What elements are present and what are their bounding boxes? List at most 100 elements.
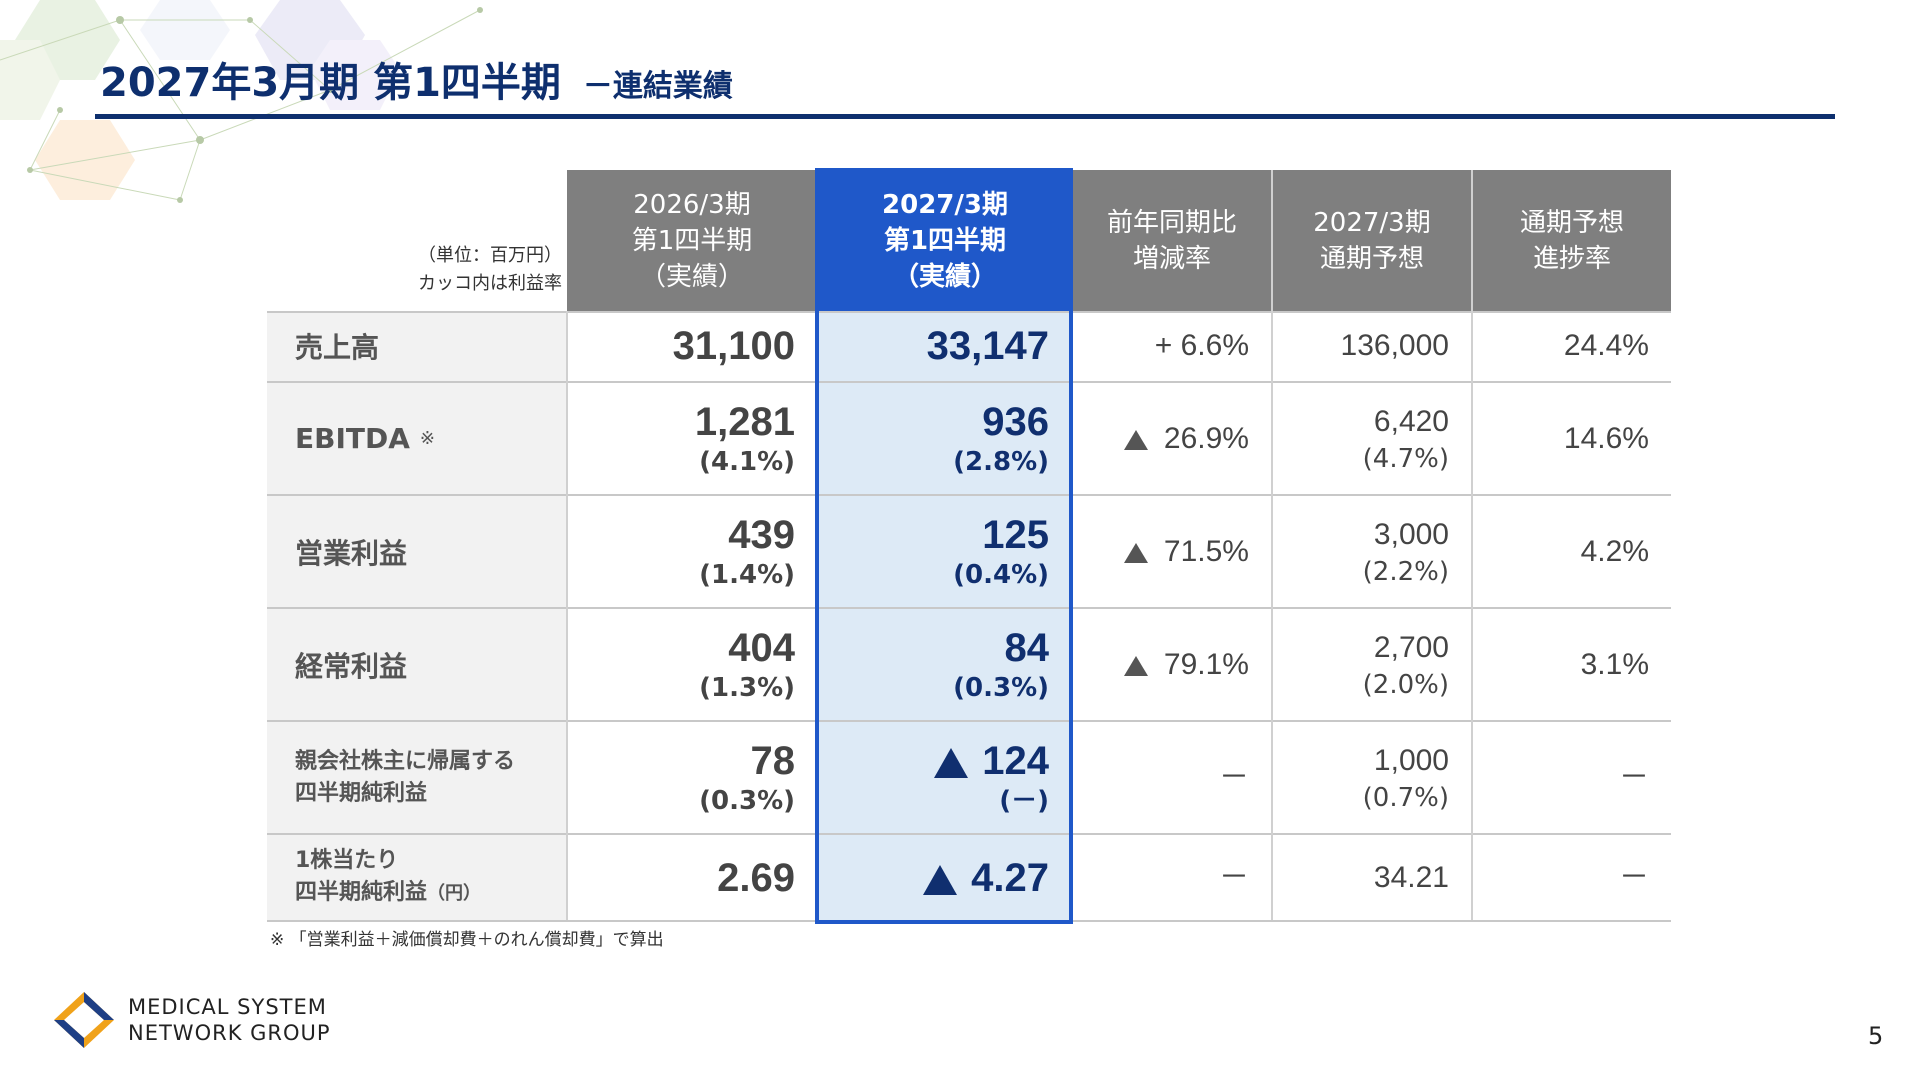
row-divider <box>267 720 1671 722</box>
row-label-text: 1株当たり <box>295 848 399 873</box>
page-title: 2027年3月期 第1四半期 －連結業績 <box>100 50 733 108</box>
cell-change-ebitda: 26.9% <box>1073 383 1271 494</box>
cell-progress-ebitda: 14.6% <box>1473 383 1671 494</box>
unit-note-line: （単位：百万円） <box>418 245 562 266</box>
cell-change-net-sales: + 6.6% <box>1073 311 1271 381</box>
cell-forecast-eps: 34.21 <box>1273 835 1471 920</box>
column-divider <box>1271 170 1273 920</box>
value-text: 31,100 <box>672 324 795 368</box>
value-text: 78 <box>750 738 796 783</box>
page-title-main: 2027年3月期 第1四半期 <box>100 60 561 106</box>
cell-prev-eps: 2.69 <box>567 835 817 920</box>
row-label-net-sales: 売上高 <box>267 311 567 381</box>
margin-text: (0.7%) <box>1362 782 1449 813</box>
cell-forecast-ebitda: 6,420 (4.7%) <box>1273 383 1471 494</box>
value-text: － <box>1619 860 1649 894</box>
value-text: 4.2% <box>1580 534 1649 568</box>
header-line: 進捗率 <box>1532 243 1611 274</box>
value-text: 4.27 <box>971 855 1049 900</box>
cell-forecast-operating-profit: 3,000 (2.2%) <box>1273 496 1471 607</box>
cell-change-eps: － <box>1073 835 1271 920</box>
header-prev-q1: 2026/3期 第1四半期 （実績） <box>567 170 817 311</box>
row-divider <box>267 311 1671 313</box>
cell-forecast-net-sales: 136,000 <box>1273 311 1471 381</box>
cell-forecast-ordinary-profit: 2,700 (2.0%) <box>1273 609 1471 720</box>
value-text: 6,420 <box>1373 404 1449 438</box>
cell-progress-eps: － <box>1473 835 1671 920</box>
header-forecast-progress: 通期予想 進捗率 <box>1473 170 1671 311</box>
header-line: （実績） <box>639 261 744 292</box>
cell-current-net-profit-parent: 124 (－) <box>819 722 1071 833</box>
decorative-network-graphic <box>0 0 483 203</box>
results-table: （単位：百万円） カッコ内は利益率 2026/3期 第1四半期 （実績） 202… <box>267 168 1671 924</box>
cell-current-eps: 4.27 <box>819 835 1071 920</box>
page-number: 5 <box>1868 1022 1884 1050</box>
margin-text: (2.0%) <box>1362 669 1449 700</box>
margin-text: (4.7%) <box>1362 443 1449 474</box>
logo-line: MEDICAL SYSTEM <box>128 995 327 1019</box>
column-divider <box>1471 170 1473 920</box>
cell-forecast-net-profit-parent: 1,000 (0.7%) <box>1273 722 1471 833</box>
margin-text: (0.3%) <box>953 672 1049 703</box>
value-text: 1,000 <box>1373 743 1449 777</box>
cell-current-net-sales: 33,147 <box>819 311 1071 381</box>
row-divider <box>267 920 1671 922</box>
page-header: 2027年3月期 第1四半期 －連結業績 <box>100 50 1840 120</box>
margin-text: (1.4%) <box>699 559 795 590</box>
row-label-text: 経常利益 <box>295 649 408 683</box>
cell-prev-net-profit-parent: 78 (0.3%) <box>567 722 817 833</box>
header-line: 第1四半期 <box>883 225 1007 256</box>
decrease-triangle-icon <box>1123 542 1148 563</box>
header-line: 2027/3期 <box>882 189 1008 220</box>
margin-text: (0.3%) <box>699 785 795 816</box>
cell-change-operating-profit: 71.5% <box>1073 496 1271 607</box>
row-divider <box>267 607 1671 609</box>
company-logo: MEDICAL SYSTEM NETWORK GROUP <box>52 990 372 1050</box>
decrease-triangle-icon <box>1123 429 1148 450</box>
header-line: 2027/3期 <box>1313 207 1431 238</box>
value-text: 439 <box>728 512 795 557</box>
cell-prev-ordinary-profit: 404 (1.3%) <box>567 609 817 720</box>
row-label-text: 親会社株主に帰属する <box>295 748 516 774</box>
header-line: （実績） <box>892 261 997 292</box>
header-line: 増減率 <box>1132 243 1211 274</box>
value-text: 24.4% <box>1563 329 1649 362</box>
row-label-text: EBITDA <box>295 422 410 455</box>
value-text: 125 <box>982 512 1049 557</box>
header-current-q1: 2027/3期 第1四半期 （実績） <box>819 170 1071 311</box>
row-label-operating-profit: 営業利益 <box>267 496 567 607</box>
value-text: 3.1% <box>1580 647 1649 681</box>
margin-text: (0.4%) <box>953 559 1049 590</box>
header-line: 前年同期比 <box>1106 207 1237 238</box>
title-underline <box>95 114 1835 119</box>
row-label-ordinary-profit: 経常利益 <box>267 609 567 720</box>
margin-text: (2.8%) <box>953 446 1049 477</box>
footnote-mark: ※ <box>419 428 435 449</box>
row-label-text: 営業利益 <box>295 536 408 570</box>
cell-prev-net-sales: 31,100 <box>567 311 817 381</box>
value-text: － <box>1219 760 1249 794</box>
header-line: 通期予想 <box>1519 207 1624 238</box>
unit-note-line: カッコ内は利益率 <box>418 273 562 294</box>
value-text: － <box>1619 760 1649 794</box>
cell-change-net-profit-parent: － <box>1073 722 1271 833</box>
row-label-net-profit-parent: 親会社株主に帰属する 四半期純利益 <box>267 722 567 833</box>
column-divider <box>566 311 568 920</box>
cell-progress-net-profit-parent: － <box>1473 722 1671 833</box>
value-text: 3,000 <box>1373 517 1449 551</box>
decrease-triangle-icon <box>923 864 958 895</box>
header-yoy-change: 前年同期比 増減率 <box>1073 170 1271 311</box>
cell-current-ebitda: 936 (2.8%) <box>819 383 1071 494</box>
cell-prev-ebitda: 1,281 (4.1%) <box>567 383 817 494</box>
logo-mark-icon <box>54 992 114 1048</box>
value-text: 2.69 <box>717 855 795 900</box>
header-line: 第1四半期 <box>631 225 753 256</box>
row-divider <box>267 833 1671 835</box>
row-label-ebitda: EBITDA ※ <box>267 383 567 494</box>
value-text: 84 <box>1004 625 1050 670</box>
margin-text: (1.3%) <box>699 672 795 703</box>
cell-progress-operating-profit: 4.2% <box>1473 496 1671 607</box>
value-text: 26.9% <box>1163 421 1249 455</box>
header-line: 通期予想 <box>1319 243 1424 274</box>
decrease-triangle-icon <box>934 747 969 778</box>
